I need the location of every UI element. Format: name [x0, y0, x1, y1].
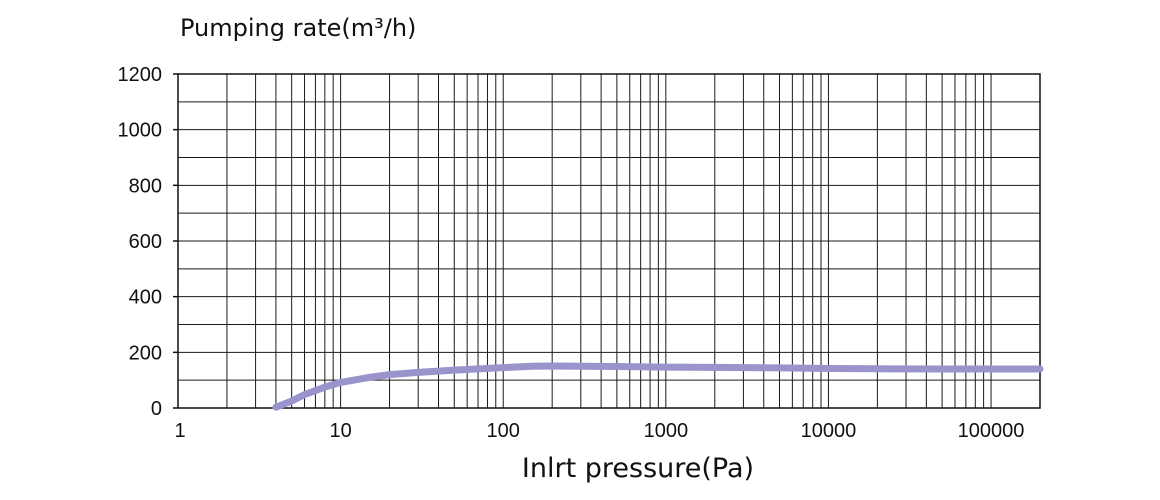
chart-grid [178, 74, 1040, 408]
y-tick-label: 600 [129, 231, 162, 253]
chart-axes [173, 73, 1041, 409]
y-tick-label: 1200 [118, 64, 163, 86]
x-tick-label: 1000 [644, 420, 689, 442]
y-tick-label: 800 [129, 175, 162, 197]
chart-series [272, 362, 1044, 411]
x-axis-label: Inlrt pressure(Pa) [522, 453, 754, 484]
x-tick-label: 100 [487, 420, 520, 442]
y-axis-label: Pumping rate(m³/h) [180, 14, 416, 42]
pumping-rate-series-line [272, 362, 1044, 411]
x-tick-label: 1 [174, 420, 185, 442]
x-tick-label: 10 [329, 420, 351, 442]
y-tick-label: 0 [151, 398, 162, 420]
y-tick-label: 1000 [118, 120, 163, 142]
x-tick-label: 100000 [958, 420, 1025, 442]
y-tick-label: 400 [129, 287, 162, 309]
y-tick-label: 200 [129, 342, 162, 364]
x-tick-labels: 1 10 100 1000 10000 100000 [174, 420, 1024, 442]
x-tick-label: 10000 [801, 420, 857, 442]
y-tick-labels: 0 200 400 600 800 1000 1200 [118, 64, 163, 420]
